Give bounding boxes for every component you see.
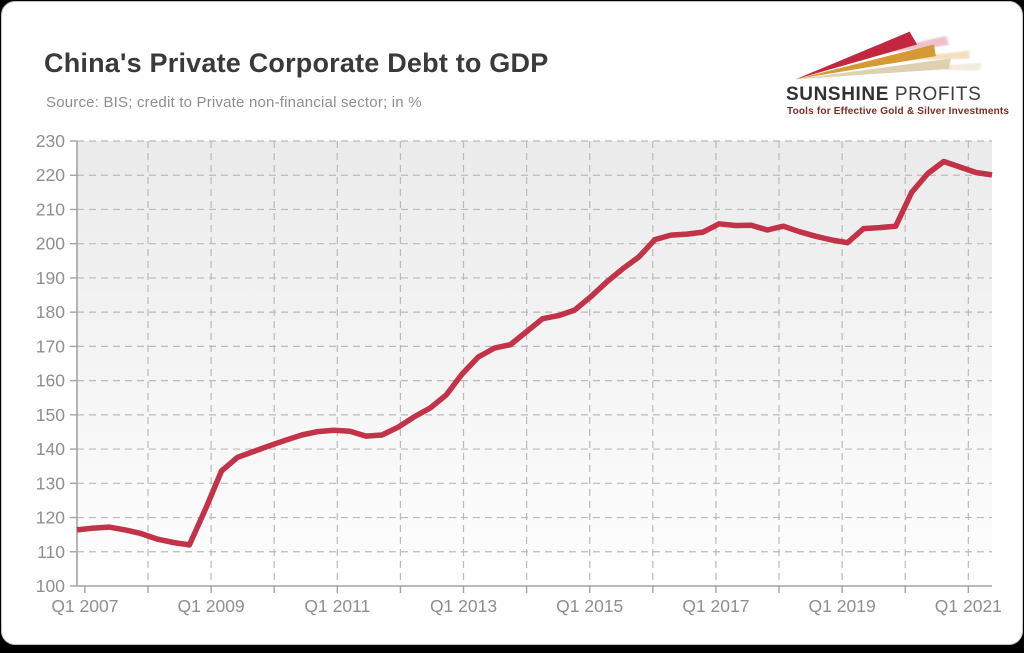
logo-brand-light: PROFITS bbox=[894, 84, 982, 105]
x-tick-label: Q1 2011 bbox=[304, 596, 370, 616]
x-tick-label: Q1 2007 bbox=[51, 596, 118, 616]
y-tick-label: 160 bbox=[36, 371, 65, 391]
x-tick-label: Q1 2017 bbox=[682, 596, 749, 616]
x-tick-label: Q1 2009 bbox=[178, 596, 245, 616]
y-tick-label: 200 bbox=[36, 234, 65, 254]
y-tick-label: 120 bbox=[36, 508, 65, 528]
y-tick-label: 130 bbox=[36, 473, 65, 493]
logo-tagline: Tools for Effective Gold & Silver Invest… bbox=[787, 106, 1010, 117]
page-title: China's Private Corporate Debt to GDP bbox=[44, 48, 549, 78]
y-tick-label: 220 bbox=[36, 165, 65, 185]
y-tick-label: 230 bbox=[36, 131, 65, 151]
logo-brand-bold: SUNSHINE bbox=[786, 84, 889, 105]
y-tick-label: 210 bbox=[36, 199, 65, 219]
y-tick-label: 140 bbox=[36, 439, 65, 459]
sunshine-profits-logo: SUNSHINE PROFITS Tools for Effective Gol… bbox=[782, 22, 1020, 126]
debt-to-gdp-chart: 100 110 120 130 140 150 160 170 180 190 200 210 220 2… bbox=[2, 128, 1024, 648]
debt-to-gdp-line bbox=[76, 158, 993, 548]
y-tick-label: 100 bbox=[36, 576, 65, 596]
x-tick-label: Q1 2019 bbox=[809, 596, 876, 616]
logo-brand: SUNSHINE PROFITS bbox=[786, 84, 1020, 106]
y-tick-label: 150 bbox=[36, 405, 65, 425]
y-tick-label: 190 bbox=[36, 268, 65, 288]
line-chart-canvas: 100 110 120 130 140 150 160 170 180 190 200 210 220 2… bbox=[36, 131, 1002, 616]
plot-area bbox=[77, 141, 992, 586]
x-tick-label: Q1 2015 bbox=[556, 596, 623, 616]
y-tick-label: 180 bbox=[36, 302, 65, 322]
y-tick-label: 170 bbox=[36, 336, 65, 356]
chart-subtitle: Source: BIS; credit to Private non-finan… bbox=[46, 94, 422, 111]
x-tick-label: Q1 2013 bbox=[430, 596, 497, 616]
x-tick-label: Q1 2021 bbox=[935, 596, 1002, 616]
y-tick-label: 110 bbox=[37, 542, 65, 562]
logo-arrows-icon bbox=[795, 31, 983, 80]
